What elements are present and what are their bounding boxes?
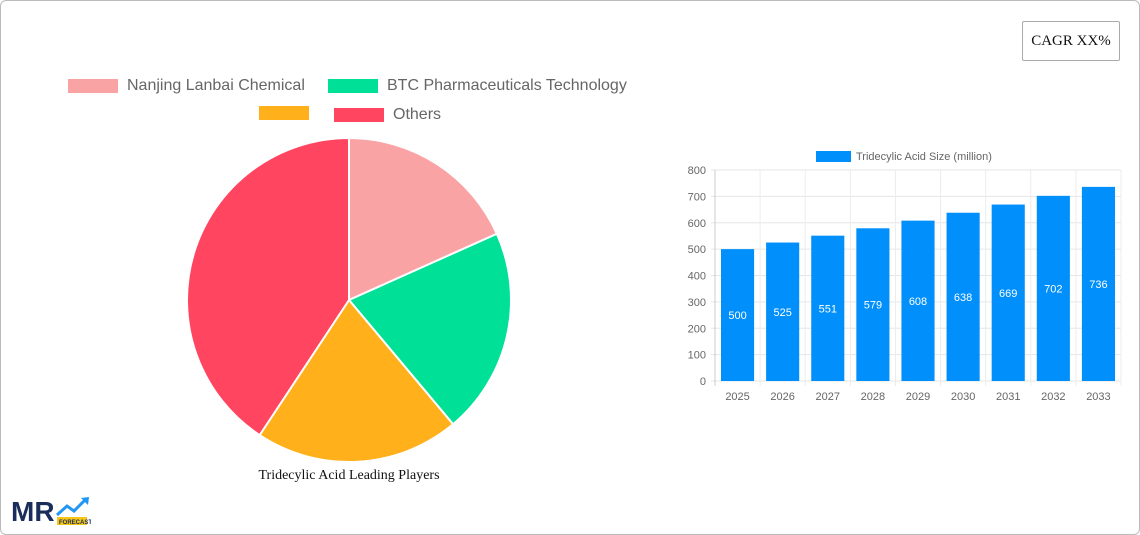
bar-legend-label[interactable]: Tridecylic Acid Size (million) [856,151,992,163]
svg-text:FORECAST: FORECAST [59,520,91,526]
x-tick-label: 2025 [725,391,749,403]
legend-swatch [328,79,378,93]
legend-label: Others [393,106,442,123]
data-label: 608 [909,296,927,308]
y-tick-label: 400 [688,271,706,283]
bar-2025[interactable] [721,249,755,381]
pie-slice-2[interactable] [258,298,455,463]
pie-slice-3[interactable] [186,136,350,437]
x-tick-label: 2032 [1041,391,1065,403]
x-tick-label: 2029 [906,391,930,403]
bar-2026[interactable] [766,242,800,381]
y-tick-label: 0 [700,376,706,388]
data-label: 551 [819,303,837,315]
legend-swatch [816,151,851,162]
pie-slice-1[interactable] [347,232,512,426]
data-label: 669 [999,288,1017,300]
y-tick-label: 600 [688,218,706,230]
y-tick-label: 200 [688,323,706,335]
y-tick-label: 800 [688,165,706,177]
svg-text:MR: MR [11,496,55,527]
x-tick-label: 2028 [861,391,885,403]
x-tick-label: 2027 [816,391,840,403]
bar-2030[interactable] [946,212,980,381]
legend-item-1[interactable]: BTC Pharmaceuticals Technology [328,77,627,95]
data-label: 638 [954,292,972,304]
bar-2028[interactable] [856,228,890,381]
pie-slice-0[interactable] [348,136,499,302]
cagr-badge: CAGR XX% [1022,21,1120,61]
bar-2031[interactable] [991,204,1025,381]
legend-swatch [259,106,309,120]
x-tick-label: 2026 [770,391,794,403]
y-tick-label: 300 [688,297,706,309]
data-label: 525 [773,307,791,319]
legend-label: BTC Pharmaceuticals Technology [387,77,627,94]
legend-item-3[interactable]: Others [334,106,441,124]
data-label: 702 [1044,283,1062,295]
pie-title: Tridecylic Acid Leading Players [258,468,440,483]
x-tick-label: 2030 [951,391,975,403]
bar-2033[interactable] [1081,186,1115,381]
bar-2027[interactable] [811,235,845,381]
y-tick-label: 500 [688,244,706,256]
mr-forecast-logo: MR FORECAST [11,496,91,527]
y-tick-label: 700 [688,191,706,203]
legend-swatch [334,108,384,122]
data-label: 736 [1089,279,1107,291]
x-tick-label: 2033 [1086,391,1110,403]
y-tick-label: 100 [688,350,706,362]
data-label: 579 [864,300,882,312]
bar-2032[interactable] [1036,195,1070,381]
legend-label: Nanjing Lanbai Chemical [127,77,305,94]
data-label: 500 [728,310,746,322]
legend-item-2[interactable] [259,106,318,120]
legend-swatch [68,79,118,93]
bar-2029[interactable] [901,220,935,381]
x-tick-label: 2031 [996,391,1020,403]
legend-item-0[interactable]: Nanjing Lanbai Chemical [68,77,305,95]
